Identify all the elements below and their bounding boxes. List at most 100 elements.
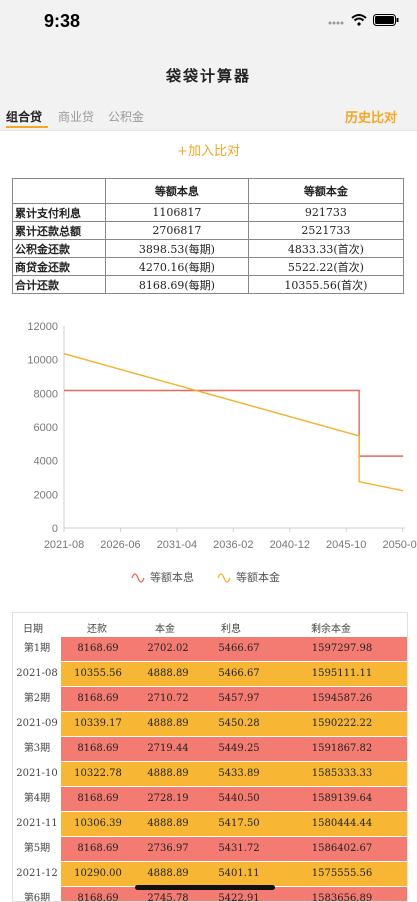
- summary-cell: 10355.56(首次): [247, 275, 405, 294]
- table-row: 第1期 8168.69 2702.02 5466.67 1597297.98: [13, 637, 407, 661]
- summary-row-label: 商贷金还款: [12, 257, 106, 276]
- table-row: 第6期 8168.69 2745.78 5422.91 1583656.89: [13, 887, 407, 902]
- detail-cell: 1590222.22: [277, 712, 407, 736]
- x-tick-label: 2045-10: [326, 539, 366, 551]
- navigation-bar: 袋袋计算器: [0, 48, 417, 100]
- summary-row: 公积金还款 3898.53(每期) 4833.33(首次): [12, 239, 405, 258]
- summary-row: 累计还款总额 2706817 2521733: [12, 221, 405, 240]
- legend-swatch: [217, 573, 231, 583]
- summary-table: 等额本息 等额本金 累计支付利息 1106817 921733 累计还款总额 2…: [12, 178, 405, 294]
- detail-cell: 10322.78: [61, 762, 135, 786]
- table-row: 2021-09 10339.17 4888.89 5450.28 1590222.22: [13, 712, 407, 736]
- detail-cell: 2702.02: [135, 637, 201, 661]
- detail-date: 2021-11: [16, 818, 58, 829]
- status-bar: 9:38: [0, 0, 417, 48]
- x-tick-label: 2026-06: [100, 539, 140, 551]
- tab-combined-loan[interactable]: 组合贷: [6, 110, 43, 124]
- detail-cell: 5431.72: [201, 837, 277, 861]
- x-tick-label: 2021-08: [44, 539, 84, 551]
- detail-cell: 5449.25: [201, 737, 277, 761]
- detail-cell: 10290.00: [61, 862, 135, 886]
- detail-cell: 1585333.33: [277, 762, 407, 786]
- tab-provident-fund[interactable]: 公积金: [108, 110, 145, 124]
- y-tick-label: 6000: [34, 422, 58, 434]
- detail-cell: 4888.89: [135, 712, 201, 736]
- detail-cell: 5401.11: [201, 862, 277, 886]
- table-row: 2021-08 10355.56 4888.89 5466.67 1595111.11: [13, 662, 407, 686]
- signal-icon: [328, 21, 344, 24]
- detail-header-interest: 利息: [221, 624, 241, 635]
- detail-period: 第4期: [23, 793, 51, 804]
- detail-cell: 4888.89: [135, 812, 201, 836]
- summary-row-label: 累计还款总额: [12, 221, 106, 240]
- detail-cell: 1594587.26: [277, 687, 407, 711]
- active-tab-indicator: [6, 126, 48, 128]
- detail-cell: 8168.69: [61, 837, 135, 861]
- home-indicator: [135, 885, 275, 890]
- summary-cell: 2706817: [105, 221, 249, 240]
- y-tick-label: 0: [52, 523, 58, 535]
- y-tick-label: 12000: [27, 321, 58, 333]
- detail-cell: 2719.44: [135, 737, 201, 761]
- detail-cell: 2728.19: [135, 787, 201, 811]
- summary-header-cell: 等额本金: [247, 178, 405, 204]
- table-row: 第2期 8168.69 2710.72 5457.97 1594587.26: [13, 687, 407, 711]
- detail-cell: 4888.89: [135, 762, 201, 786]
- summary-cell: 8168.69(每期): [105, 275, 249, 294]
- detail-cell: 4888.89: [135, 662, 201, 686]
- detail-header-date: 日期: [23, 624, 43, 635]
- legend-swatch: [131, 573, 145, 583]
- x-tick-label: 2040-12: [270, 539, 310, 551]
- table-row: 第5期 8168.69 2736.97 5431.72 1586402.67: [13, 837, 407, 861]
- detail-cell: 1597297.98: [277, 637, 407, 661]
- detail-header-row: 日期 还款 本金 利息 剩余本金: [13, 613, 407, 637]
- status-time: 9:38: [44, 11, 81, 31]
- summary-header-cell: [12, 178, 106, 204]
- table-row: 2021-10 10322.78 4888.89 5433.89 1585333.33: [13, 762, 407, 786]
- detail-cell: 4888.89: [135, 862, 201, 886]
- detail-cell: 1589139.64: [277, 787, 407, 811]
- x-tick-label: 2050-08: [382, 539, 417, 551]
- history-compare-button[interactable]: 历史比对: [344, 111, 397, 126]
- series-line: [64, 389, 404, 457]
- y-tick-label: 2000: [34, 489, 58, 501]
- detail-cell: 1580444.44: [277, 812, 407, 836]
- detail-cell: 10306.39: [61, 812, 135, 836]
- detail-cell: 1586402.67: [277, 837, 407, 861]
- summary-cell: 921733: [247, 203, 405, 222]
- detail-cell: 5440.50: [201, 787, 277, 811]
- detail-cell: 5450.28: [201, 712, 277, 736]
- table-row: 第3期 8168.69 2719.44 5449.25 1591867.82: [13, 737, 407, 761]
- detail-period: 第3期: [23, 743, 51, 754]
- x-tick-label: 2036-02: [213, 539, 253, 551]
- wifi-icon: [351, 14, 367, 26]
- summary-cell: 4833.33(首次): [247, 239, 405, 258]
- detail-header-payment: 还款: [87, 624, 107, 635]
- summary-row: 累计支付利息 1106817 921733: [12, 203, 405, 222]
- summary-cell: 4270.16(每期): [105, 257, 249, 276]
- tab-commercial-loan[interactable]: 商业贷: [58, 110, 95, 124]
- table-row: 2021-12 10290.00 4888.89 5401.11 1575555.56: [13, 862, 407, 886]
- battery-icon: [373, 14, 399, 26]
- detail-period: 第5期: [23, 843, 51, 854]
- y-tick-label: 8000: [34, 388, 58, 400]
- x-tick-label: 2031-04: [157, 539, 197, 551]
- summary-header-row: 等额本息 等额本金: [12, 178, 405, 204]
- y-tick-label: 10000: [27, 355, 58, 367]
- detail-cell: 2710.72: [135, 687, 201, 711]
- summary-cell: 1106817: [105, 203, 249, 222]
- summary-header-cell: 等额本息: [105, 178, 249, 204]
- summary-row: 商贷金还款 4270.16(每期) 5522.22(首次): [12, 257, 405, 276]
- detail-period: 第2期: [23, 693, 51, 704]
- detail-cell: 5422.91: [201, 887, 277, 901]
- detail-cell: 2736.97: [135, 837, 201, 861]
- add-compare-button[interactable]: +加入比对: [177, 144, 240, 159]
- detail-cell: 5433.89: [201, 762, 277, 786]
- table-row: 2021-11 10306.39 4888.89 5417.50 1580444.44: [13, 812, 407, 836]
- detail-date: 2021-12: [16, 868, 58, 879]
- detail-cell: 8168.69: [61, 687, 135, 711]
- detail-cell: 1583656.89: [277, 887, 407, 901]
- detail-date: 2021-10: [16, 768, 58, 779]
- detail-period: 第6期: [23, 893, 51, 902]
- detail-cell: 8168.69: [61, 737, 135, 761]
